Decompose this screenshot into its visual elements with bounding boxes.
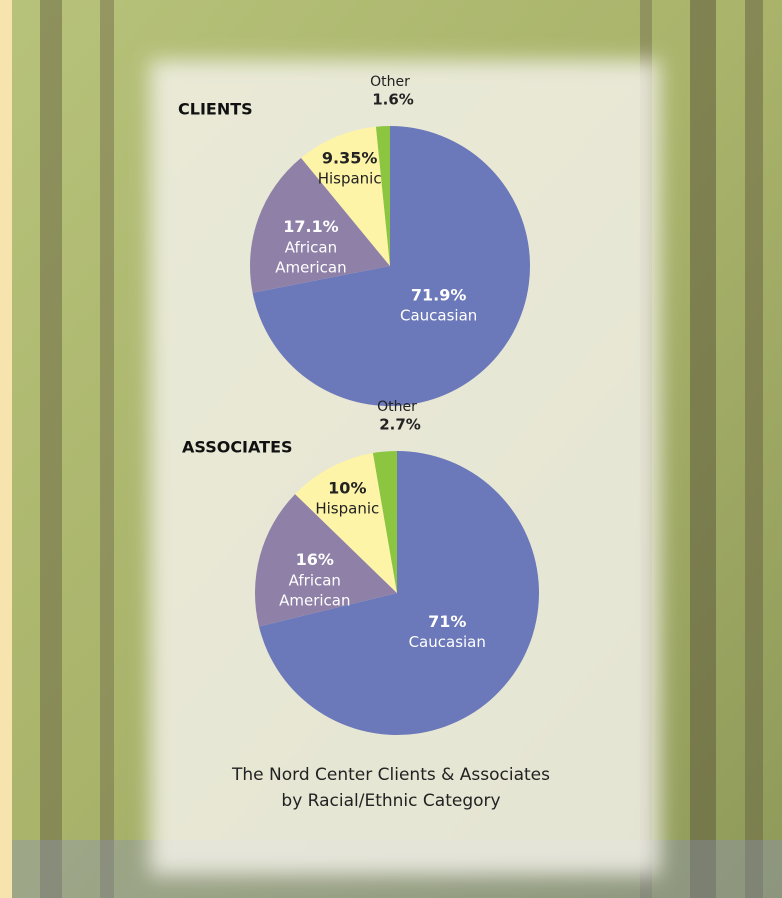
pie-slice [301,126,390,266]
pie-slice [255,494,397,627]
slice-value: 9.35% [322,149,378,168]
caption: The Nord Center Clients & Associates [231,765,550,785]
caption: by Racial/Ethnic Category [281,791,500,811]
slice-name: African American [279,571,350,609]
slice-name: African American [275,238,346,276]
pie-slice [258,451,539,736]
slice-value: 1.6% [372,91,414,109]
pie-slice [252,126,531,406]
slice-value: 71% [428,612,466,631]
slice-name: Caucasian [409,633,486,651]
pie-slice [372,451,397,593]
pie-slice [295,453,397,593]
slice-name: Other [377,399,417,415]
slice-name: Hispanic [318,170,382,188]
pie-title: CLIENTS [178,100,253,119]
pie-slice [249,157,390,293]
slice-value: 2.7% [379,416,421,434]
slice-name: Hispanic [315,499,379,517]
slice-value: 10% [328,478,366,497]
pie-slice [375,126,390,266]
slice-name: Caucasian [400,307,477,325]
left-strip [0,0,12,898]
pie-title: ASSOCIATES [182,438,293,457]
slice-name: Other [370,74,410,90]
slice-value: 17.1% [283,217,339,236]
slice-value: 71.9% [411,286,467,305]
slice-value: 16% [296,550,334,569]
